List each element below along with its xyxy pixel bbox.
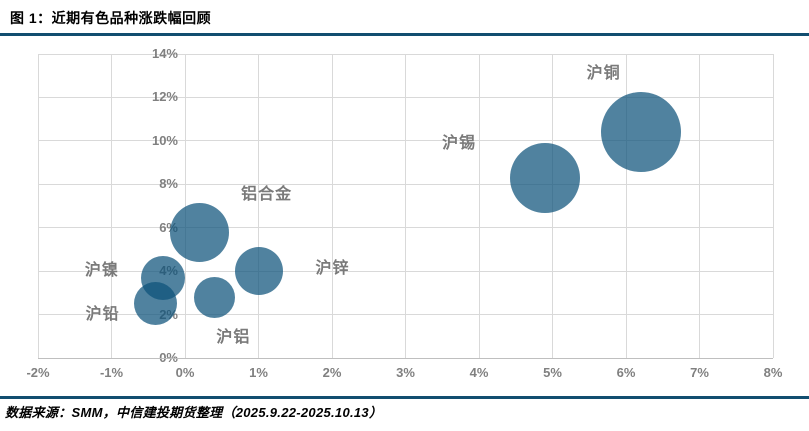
x-axis-tick-label: 6% bbox=[616, 365, 636, 380]
x-axis-tick-label: -1% bbox=[99, 365, 124, 380]
x-axis-tick-label: 5% bbox=[543, 365, 562, 380]
bubble-shfe-aluminum bbox=[193, 276, 235, 318]
y-axis-tick-label: 12% bbox=[151, 89, 178, 105]
gridline bbox=[772, 54, 774, 358]
y-axis-tick-label: 14% bbox=[151, 46, 178, 61]
gridline bbox=[38, 314, 773, 316]
gridline bbox=[478, 54, 480, 358]
gridline bbox=[37, 54, 39, 358]
bubble-shfe-copper bbox=[600, 92, 681, 173]
x-axis-tick-label: -2% bbox=[26, 365, 50, 380]
bubble-shfe-zinc bbox=[234, 247, 283, 296]
gridline bbox=[699, 54, 700, 358]
gridline bbox=[38, 183, 773, 185]
gridline bbox=[38, 140, 773, 142]
gridline bbox=[38, 270, 773, 272]
bubble-label-aluminum-alloy: 铝合金 bbox=[241, 186, 293, 204]
y-axis-tick-label: 6% bbox=[159, 219, 178, 235]
bubble-aluminum-alloy bbox=[170, 202, 230, 262]
x-axis-tick-label: 2% bbox=[322, 365, 342, 380]
gridline bbox=[625, 54, 627, 358]
gridline bbox=[111, 54, 112, 358]
bubble-label-shfe-copper: 沪铜 bbox=[586, 65, 621, 83]
figure-title: 图 1：近期有色品种涨跌幅回顾 bbox=[10, 10, 212, 26]
x-axis-tick-label: 0% bbox=[175, 365, 195, 380]
footer-divider bbox=[0, 396, 809, 399]
bubble-shfe-lead bbox=[133, 282, 178, 326]
x-axis-tick-label: 1% bbox=[249, 365, 268, 380]
bubble-label-shfe-tin: 沪锡 bbox=[442, 134, 477, 152]
x-axis-tick-label: 3% bbox=[396, 365, 415, 380]
x-axis-tick-label: 4% bbox=[469, 365, 489, 380]
bubble-label-shfe-zinc: 沪锌 bbox=[315, 260, 350, 278]
gridline bbox=[258, 54, 259, 358]
y-axis-tick-label: 8% bbox=[159, 176, 178, 192]
gridline bbox=[331, 54, 333, 358]
y-axis-tick-label: 10% bbox=[151, 132, 178, 148]
x-axis-tick-label: 8% bbox=[763, 365, 783, 380]
data-source-note: 数据来源：SMM，中信建投期货整理（2025.9.22-2025.10.13） bbox=[5, 405, 383, 420]
title-divider bbox=[0, 33, 809, 36]
bubble-label-shfe-aluminum: 沪铝 bbox=[216, 329, 251, 347]
bubble-label-shfe-nickel: 沪镍 bbox=[84, 261, 119, 279]
bubble-chart: -2%-1%0%1%2%3%4%5%6%7%8%0%2%4%6%8%10%12%… bbox=[0, 42, 809, 382]
y-axis-tick-label: 0% bbox=[159, 350, 178, 365]
gridline bbox=[38, 53, 773, 55]
gridline bbox=[38, 227, 773, 229]
x-axis-tick-label: 7% bbox=[690, 365, 709, 380]
bubble-label-shfe-lead: 沪铅 bbox=[85, 305, 120, 323]
gridline bbox=[405, 54, 406, 358]
gridline bbox=[38, 96, 773, 98]
bubble-shfe-tin bbox=[510, 142, 581, 213]
plot-area: -2%-1%0%1%2%3%4%5%6%7%8%0%2%4%6%8%10%12%… bbox=[26, 46, 782, 380]
x-axis-line bbox=[38, 358, 773, 359]
